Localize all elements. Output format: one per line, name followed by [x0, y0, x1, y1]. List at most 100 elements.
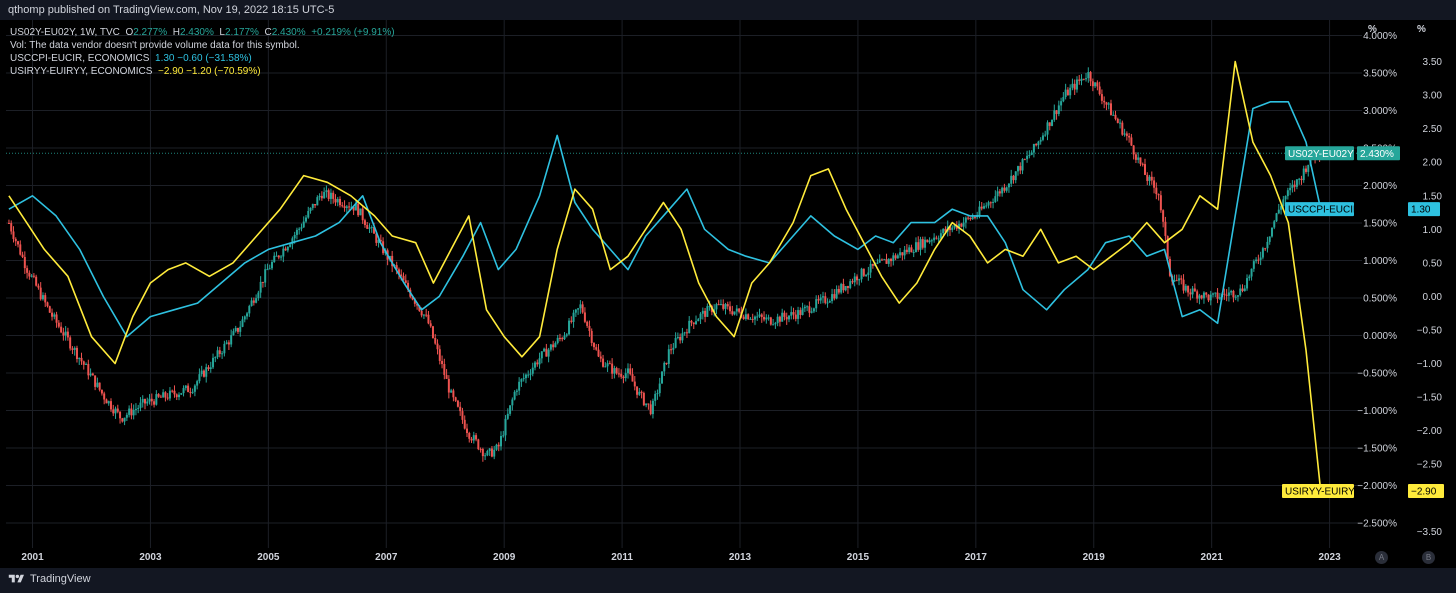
candle-body [905, 249, 908, 253]
candle-body [62, 332, 65, 336]
candle-body [1252, 261, 1255, 269]
candle-body [756, 316, 759, 318]
candle-body [295, 229, 298, 235]
candle-body [132, 409, 135, 416]
candle-body [168, 390, 171, 399]
candle-body [89, 373, 92, 376]
candle-body [1123, 133, 1126, 135]
left-tick-label: 2.000% [1363, 181, 1397, 192]
candle-body [1014, 171, 1017, 181]
candle-body [794, 314, 797, 319]
candle-body [837, 288, 840, 293]
tag-us02y-name: US02Y-EU02Y [1288, 149, 1354, 160]
candle-body [608, 363, 611, 365]
candle-body [604, 366, 607, 368]
candle-body [515, 390, 518, 392]
candle-body [377, 239, 380, 243]
candle-body [1157, 194, 1160, 196]
candle-body [1109, 103, 1112, 116]
tag-iryy-name: USIRYY-EUIRYY [1285, 487, 1362, 498]
candle-body [7, 223, 10, 224]
candle-body [908, 247, 911, 253]
left-tick-label: 1.000% [1363, 256, 1397, 267]
candle-body [1069, 87, 1072, 96]
candle-body [529, 373, 532, 375]
candle-body [463, 419, 466, 429]
candle-body [128, 408, 131, 415]
candle-body [840, 283, 843, 293]
right-tick-label: 1.50 [1423, 191, 1443, 202]
candle-body [71, 348, 74, 350]
candle-body [268, 268, 271, 270]
candle-body [534, 362, 537, 368]
candle-body [137, 407, 140, 409]
candle-body [298, 228, 301, 230]
candle-body [255, 298, 258, 303]
candle-body [69, 337, 72, 349]
candle-body [835, 288, 838, 299]
candle-body [1150, 176, 1153, 181]
candle-body [511, 399, 514, 406]
candle-body [803, 306, 806, 309]
candle-body [642, 392, 645, 406]
candle-body [958, 223, 961, 229]
candle-body [504, 418, 507, 436]
candle-body [760, 314, 763, 317]
candle-body [747, 314, 750, 320]
tradingview-brand[interactable]: TradingView [8, 573, 91, 585]
left-axis-auto-button[interactable]: A [1375, 551, 1388, 564]
candle-body [209, 367, 212, 370]
candle-body [1001, 187, 1004, 194]
candle-body [300, 227, 303, 229]
candle-body [1239, 288, 1242, 296]
candle-body [733, 311, 736, 315]
candle-body [887, 258, 890, 264]
candle-body [842, 283, 845, 291]
candle-body [545, 348, 548, 357]
candle-body [479, 449, 482, 451]
legend-close-value: 2.430% [271, 27, 306, 38]
candle-body [1307, 164, 1310, 172]
candle-body [661, 371, 664, 384]
candle-body [856, 276, 859, 281]
candle-body [1128, 135, 1131, 138]
candle-body [878, 259, 881, 263]
candle-body [1060, 101, 1063, 106]
candle-body [624, 373, 627, 379]
candle-body [876, 262, 879, 264]
candle-body [150, 398, 153, 402]
candle-body [339, 198, 342, 206]
candle-body [80, 357, 83, 362]
candle-body [1248, 276, 1251, 279]
candle-body [685, 332, 688, 334]
candle-body [232, 331, 235, 336]
legend-open-value: 2.277% [133, 27, 168, 38]
price-chart[interactable]: %4.000%3.500%3.000%2.500%2.000%1.500%1.0… [0, 20, 1456, 568]
candle-body [246, 313, 249, 317]
candle-body [275, 255, 278, 257]
candle-body [724, 304, 727, 309]
candle-body [400, 274, 403, 277]
candle-body [282, 248, 285, 257]
candle-body [933, 237, 936, 241]
right-axis-auto-button[interactable]: B [1422, 551, 1435, 564]
candle-body [862, 268, 865, 276]
candle-body [1218, 297, 1221, 299]
candle-body [361, 208, 364, 221]
candle-body [75, 347, 78, 360]
candle-body [1180, 278, 1183, 280]
candle-body [1148, 176, 1151, 181]
candle-body [105, 399, 108, 404]
candle-body [663, 362, 666, 372]
candle-body [980, 206, 983, 209]
candle-body [159, 396, 162, 398]
candle-body [66, 331, 69, 338]
candle-body [230, 335, 233, 345]
candle-body [85, 363, 88, 365]
candle-body [781, 312, 784, 322]
candle-body [1073, 83, 1076, 90]
candle-body [1241, 288, 1244, 291]
candle-body [182, 388, 185, 394]
candle-body [470, 438, 473, 441]
candle-body [223, 343, 226, 354]
